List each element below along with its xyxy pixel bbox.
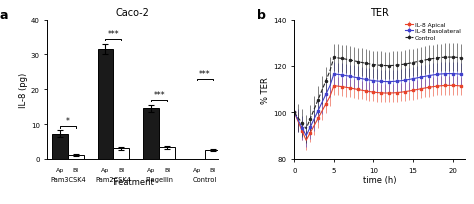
Bar — [98, 50, 113, 159]
Bar — [68, 156, 83, 159]
Text: ***: *** — [108, 29, 119, 38]
Text: Pam2CSK4: Pam2CSK4 — [95, 176, 131, 182]
Text: ***: *** — [153, 90, 165, 99]
Title: TER: TER — [370, 8, 389, 18]
Text: Ap: Ap — [192, 167, 201, 172]
Text: Bl: Bl — [210, 167, 216, 172]
Text: Bl: Bl — [164, 167, 170, 172]
X-axis label: Treatment: Treatment — [111, 177, 154, 186]
Bar — [113, 149, 129, 159]
Text: ***: *** — [199, 69, 210, 78]
Text: Ap: Ap — [147, 167, 155, 172]
Text: *: * — [66, 116, 70, 125]
Text: Control: Control — [192, 176, 217, 182]
Text: b: b — [257, 9, 266, 22]
Y-axis label: IL-8 (pg): IL-8 (pg) — [19, 72, 28, 107]
X-axis label: time (h): time (h) — [363, 175, 396, 184]
Bar — [143, 109, 159, 159]
Text: Flagellin: Flagellin — [145, 176, 173, 182]
Bar — [52, 134, 68, 159]
Title: Caco-2: Caco-2 — [116, 8, 149, 18]
Text: Ap: Ap — [55, 167, 64, 172]
Text: Ap: Ap — [101, 167, 109, 172]
Text: Pam3CSK4: Pam3CSK4 — [50, 176, 86, 182]
Text: a: a — [0, 9, 8, 22]
Legend: IL-8 Apical, IL-8 Basolateral, Control: IL-8 Apical, IL-8 Basolateral, Control — [402, 21, 463, 43]
Text: Bl: Bl — [73, 167, 79, 172]
Bar — [205, 151, 220, 159]
Bar — [159, 148, 175, 159]
Y-axis label: % TER: % TER — [261, 76, 270, 103]
Text: Bl: Bl — [118, 167, 124, 172]
